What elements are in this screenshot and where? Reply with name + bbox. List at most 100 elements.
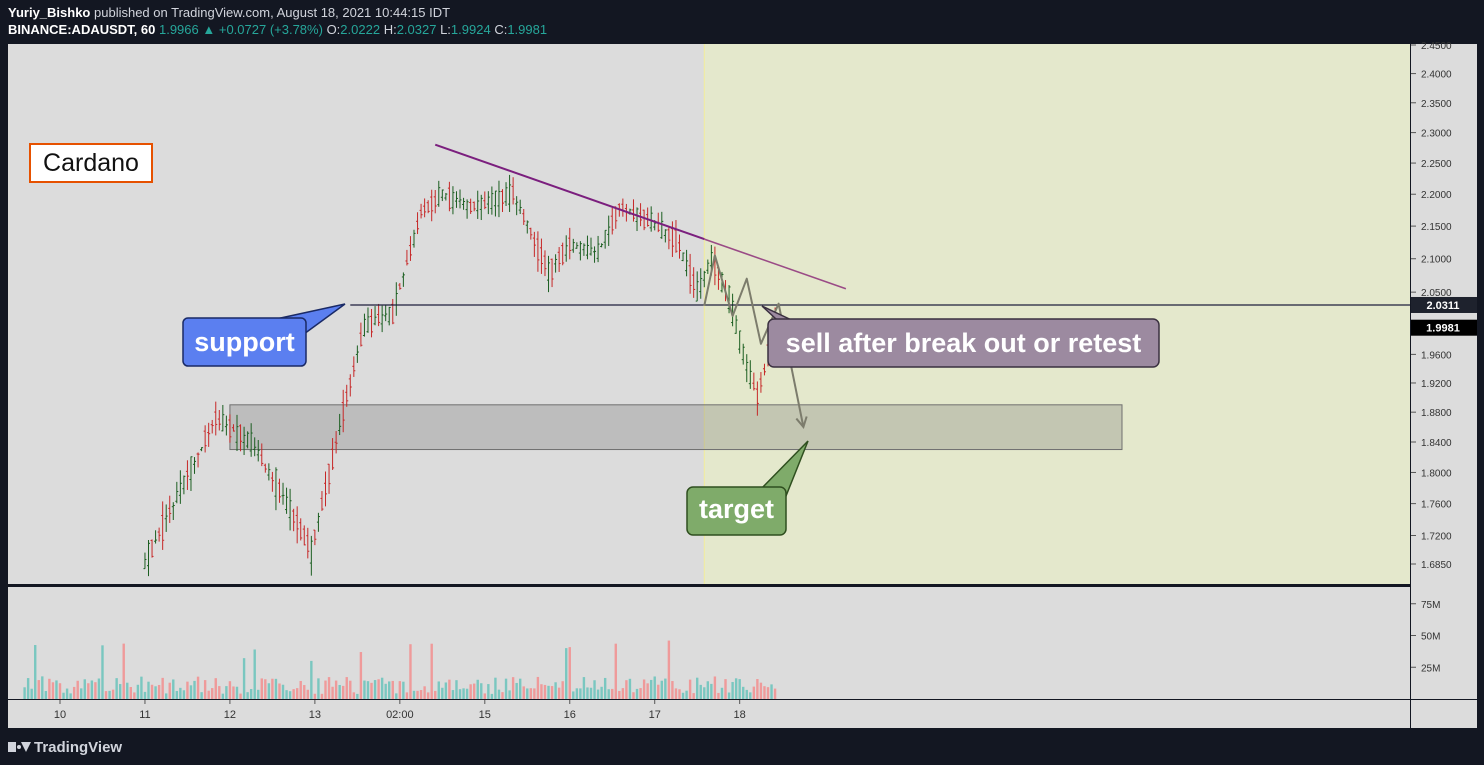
volume-bar bbox=[249, 689, 253, 699]
volume-bar bbox=[267, 683, 271, 699]
high-value: 2.0327 bbox=[396, 22, 437, 37]
volume-bar bbox=[504, 678, 508, 699]
volume-bar bbox=[660, 680, 663, 699]
volume-bar bbox=[313, 693, 317, 699]
author-name[interactable]: Yuriy_Bishko bbox=[8, 5, 91, 20]
volume-bar bbox=[380, 677, 384, 699]
volume-bar bbox=[391, 680, 394, 699]
volume-bar bbox=[745, 689, 748, 699]
volume-bar bbox=[115, 678, 118, 699]
volume-bar bbox=[101, 645, 104, 699]
volume-bar bbox=[122, 643, 125, 699]
volume-bar bbox=[596, 689, 600, 699]
volume-bar bbox=[76, 680, 79, 699]
volume-bar bbox=[515, 682, 518, 699]
cardano-label[interactable]: Cardano bbox=[29, 143, 153, 183]
target-callout[interactable]: target bbox=[686, 440, 809, 536]
tradingview-brand[interactable]: TradingView bbox=[34, 738, 123, 756]
volume-bar bbox=[458, 689, 462, 699]
volume-bar bbox=[703, 687, 706, 699]
volume-bar bbox=[720, 687, 724, 699]
cardano-title: Cardano bbox=[43, 149, 139, 177]
volume-bar bbox=[618, 690, 621, 699]
volume-bar bbox=[568, 647, 571, 699]
volume-bar bbox=[55, 680, 58, 699]
volume-bar bbox=[90, 680, 94, 699]
volume-bar bbox=[366, 681, 370, 699]
volume-tick-label: 50M bbox=[1421, 632, 1440, 643]
price-axis[interactable] bbox=[1411, 44, 1477, 699]
volume-bar bbox=[72, 686, 76, 699]
volume-bar bbox=[646, 683, 649, 699]
volume-bar bbox=[218, 686, 221, 699]
volume-bar bbox=[235, 686, 239, 699]
time-axis[interactable] bbox=[8, 700, 1410, 728]
volume-bar bbox=[476, 679, 479, 699]
volume-bar bbox=[359, 652, 363, 699]
volume-bar bbox=[398, 681, 402, 699]
volume-bar bbox=[349, 680, 352, 699]
price-tick-label: 2.4000 bbox=[1421, 70, 1452, 81]
volume-bar bbox=[271, 678, 274, 699]
close-value: 1.9981 bbox=[507, 22, 548, 37]
volume-bar bbox=[150, 684, 154, 699]
volume-bar bbox=[388, 681, 391, 699]
descending-trendline-extension[interactable] bbox=[704, 238, 847, 290]
volume-bar bbox=[278, 683, 281, 699]
price-tick-label: 2.1500 bbox=[1421, 222, 1452, 233]
symbol-label[interactable]: BINANCE:ADAUSDT, 60 bbox=[8, 22, 156, 37]
volume-bar bbox=[727, 692, 731, 699]
volume-bar bbox=[462, 688, 465, 699]
target-zone[interactable] bbox=[229, 404, 1123, 451]
time-tick-label: 11 bbox=[139, 709, 150, 721]
volume-bar bbox=[547, 685, 550, 699]
volume-bar bbox=[129, 686, 132, 699]
sell-text: sell after break out or retest bbox=[786, 328, 1142, 358]
volume-bar bbox=[34, 645, 37, 699]
volume-bar bbox=[30, 688, 33, 699]
time-tick-label: 17 bbox=[649, 709, 661, 721]
volume-bar bbox=[356, 693, 359, 699]
volume-bar bbox=[685, 690, 688, 699]
volume-bar bbox=[189, 685, 193, 699]
volume-bar bbox=[264, 679, 267, 699]
volume-bar bbox=[44, 691, 48, 699]
volume-bar bbox=[494, 677, 497, 699]
volume-bar bbox=[274, 678, 278, 699]
price-tick-label: 1.8000 bbox=[1421, 468, 1452, 479]
volume-bar bbox=[490, 693, 494, 699]
volume-bars bbox=[23, 640, 777, 699]
volume-pane[interactable] bbox=[8, 587, 1410, 699]
volume-bar bbox=[295, 688, 299, 699]
sell-callout[interactable]: sell after break out or retest bbox=[761, 305, 1160, 368]
volume-bar bbox=[207, 690, 210, 699]
volume-bar bbox=[437, 681, 440, 699]
volume-bar bbox=[582, 677, 586, 699]
volume-bar bbox=[172, 679, 175, 699]
volume-bar bbox=[126, 682, 129, 699]
time-tick-label: 18 bbox=[734, 709, 746, 721]
time-tick-label: 13 bbox=[309, 709, 321, 721]
volume-bar bbox=[434, 690, 437, 699]
volume-bar bbox=[416, 690, 419, 699]
volume-bar bbox=[773, 688, 777, 699]
volume-bar bbox=[69, 693, 72, 699]
volume-bar bbox=[628, 678, 632, 699]
support-callout[interactable]: support bbox=[182, 303, 346, 367]
volume-bar bbox=[147, 681, 150, 699]
volume-bar bbox=[529, 688, 533, 699]
volume-bar bbox=[653, 676, 656, 699]
volume-bar bbox=[472, 683, 476, 699]
volume-bar bbox=[175, 690, 179, 699]
volume-bar bbox=[377, 679, 380, 699]
volume-bar bbox=[83, 679, 86, 699]
last-price-value: 1.9981 bbox=[1426, 323, 1460, 335]
volume-bar bbox=[338, 684, 341, 699]
descending-trendline[interactable] bbox=[434, 143, 705, 241]
volume-bar bbox=[657, 684, 660, 699]
projection-path[interactable] bbox=[703, 254, 805, 428]
volume-bar bbox=[345, 677, 348, 699]
candles bbox=[143, 174, 777, 577]
volume-bar bbox=[561, 681, 564, 699]
